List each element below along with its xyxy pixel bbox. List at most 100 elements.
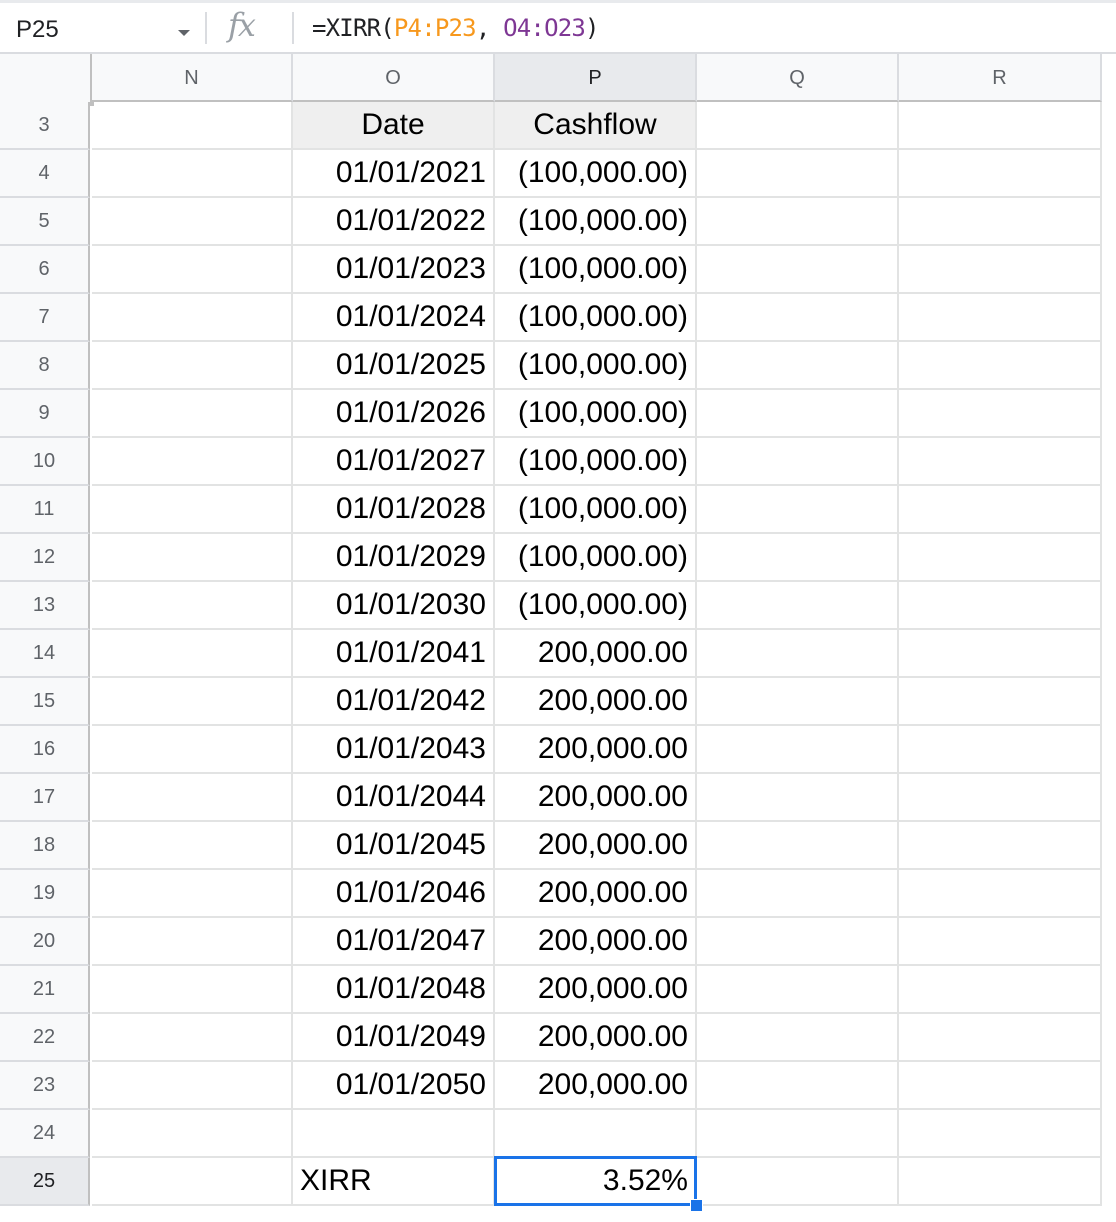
- empty-cell[interactable]: [92, 630, 293, 678]
- row-header[interactable]: 15: [0, 678, 90, 726]
- row-header[interactable]: 7: [0, 294, 90, 342]
- empty-cell[interactable]: [899, 966, 1102, 1014]
- date-cell[interactable]: 01/01/2024: [293, 294, 495, 342]
- cashflow-cell[interactable]: (100,000.00): [495, 198, 697, 246]
- date-cell[interactable]: 01/01/2030: [293, 582, 495, 630]
- empty-cell[interactable]: [92, 294, 293, 342]
- empty-cell[interactable]: [92, 198, 293, 246]
- cashflow-cell[interactable]: (100,000.00): [495, 150, 697, 198]
- formula-input[interactable]: =XIRR(P4:P23, O4:O23): [312, 14, 599, 42]
- row-header[interactable]: 13: [0, 582, 90, 630]
- cashflow-cell[interactable]: (100,000.00): [495, 534, 697, 582]
- date-cell[interactable]: 01/01/2041: [293, 630, 495, 678]
- empty-cell[interactable]: [899, 198, 1102, 246]
- date-cell[interactable]: 01/01/2043: [293, 726, 495, 774]
- empty-cell[interactable]: [899, 918, 1102, 966]
- empty-cell[interactable]: [697, 246, 899, 294]
- empty-cell[interactable]: [92, 774, 293, 822]
- empty-cell[interactable]: [899, 582, 1102, 630]
- empty-cell[interactable]: [899, 150, 1102, 198]
- column-header-o[interactable]: O: [293, 54, 495, 102]
- date-cell[interactable]: 01/01/2027: [293, 438, 495, 486]
- cashflow-cell[interactable]: 200,000.00: [495, 774, 697, 822]
- row-header[interactable]: 20: [0, 918, 90, 966]
- cashflow-cell[interactable]: 200,000.00: [495, 726, 697, 774]
- empty-cell[interactable]: [899, 390, 1102, 438]
- cashflow-cell[interactable]: 200,000.00: [495, 678, 697, 726]
- row-header[interactable]: 22: [0, 1014, 90, 1062]
- empty-cell[interactable]: [92, 870, 293, 918]
- empty-cell[interactable]: [697, 918, 899, 966]
- row-header[interactable]: 19: [0, 870, 90, 918]
- empty-cell[interactable]: [899, 630, 1102, 678]
- empty-cell[interactable]: [92, 582, 293, 630]
- empty-cell[interactable]: [697, 678, 899, 726]
- empty-cell[interactable]: [899, 1014, 1102, 1062]
- empty-cell[interactable]: [899, 438, 1102, 486]
- cashflow-cell[interactable]: (100,000.00): [495, 246, 697, 294]
- empty-cell[interactable]: [697, 870, 899, 918]
- fill-handle[interactable]: [690, 1199, 703, 1212]
- row-header[interactable]: 17: [0, 774, 90, 822]
- empty-cell[interactable]: [899, 486, 1102, 534]
- row-header[interactable]: 11: [0, 486, 90, 534]
- cashflow-cell[interactable]: 200,000.00: [495, 822, 697, 870]
- column-header-n[interactable]: N: [92, 54, 293, 102]
- cashflow-cell[interactable]: (100,000.00): [495, 582, 697, 630]
- empty-cell[interactable]: [697, 1158, 899, 1206]
- row-header[interactable]: 23: [0, 1062, 90, 1110]
- empty-cell[interactable]: [92, 726, 293, 774]
- column-header-r[interactable]: R: [899, 54, 1102, 102]
- date-cell[interactable]: XIRR: [293, 1158, 495, 1206]
- cashflow-cell[interactable]: (100,000.00): [495, 342, 697, 390]
- empty-cell[interactable]: [92, 1014, 293, 1062]
- cashflow-cell[interactable]: (100,000.00): [495, 486, 697, 534]
- empty-cell[interactable]: [697, 534, 899, 582]
- empty-cell[interactable]: [697, 774, 899, 822]
- empty-cell[interactable]: [92, 246, 293, 294]
- chevron-down-icon[interactable]: [178, 30, 190, 36]
- cashflow-cell[interactable]: 200,000.00: [495, 630, 697, 678]
- empty-cell[interactable]: [92, 1158, 293, 1206]
- date-cell[interactable]: 01/01/2046: [293, 870, 495, 918]
- date-cell[interactable]: 01/01/2021: [293, 150, 495, 198]
- header-cell-cashflow[interactable]: Cashflow: [495, 102, 697, 150]
- row-header[interactable]: 5: [0, 198, 90, 246]
- empty-cell[interactable]: [697, 1014, 899, 1062]
- select-all-corner[interactable]: [0, 54, 94, 106]
- empty-cell[interactable]: [92, 678, 293, 726]
- date-cell[interactable]: 01/01/2044: [293, 774, 495, 822]
- cashflow-cell[interactable]: (100,000.00): [495, 294, 697, 342]
- row-header[interactable]: 14: [0, 630, 90, 678]
- cashflow-cell[interactable]: (100,000.00): [495, 438, 697, 486]
- row-header[interactable]: 16: [0, 726, 90, 774]
- cashflow-cell[interactable]: 200,000.00: [495, 918, 697, 966]
- empty-cell[interactable]: [92, 822, 293, 870]
- empty-cell[interactable]: [697, 294, 899, 342]
- empty-cell[interactable]: [697, 150, 899, 198]
- xirr-result-cell[interactable]: 3.52%: [495, 1158, 697, 1206]
- date-cell[interactable]: 01/01/2042: [293, 678, 495, 726]
- empty-cell[interactable]: [92, 150, 293, 198]
- date-cell[interactable]: 01/01/2029: [293, 534, 495, 582]
- column-header-p[interactable]: P: [495, 54, 697, 102]
- empty-cell[interactable]: [899, 294, 1102, 342]
- column-header-q[interactable]: Q: [697, 54, 899, 102]
- empty-cell[interactable]: [899, 1062, 1102, 1110]
- cashflow-cell[interactable]: (100,000.00): [495, 390, 697, 438]
- empty-cell[interactable]: [92, 534, 293, 582]
- name-box[interactable]: P25: [0, 4, 200, 52]
- cashflow-cell[interactable]: 200,000.00: [495, 966, 697, 1014]
- empty-cell[interactable]: [899, 822, 1102, 870]
- date-cell[interactable]: 01/01/2026: [293, 390, 495, 438]
- row-header[interactable]: 9: [0, 390, 90, 438]
- empty-cell[interactable]: [92, 438, 293, 486]
- empty-cell[interactable]: [697, 390, 899, 438]
- empty-cell[interactable]: [899, 726, 1102, 774]
- row-header[interactable]: 21: [0, 966, 90, 1014]
- empty-cell[interactable]: [899, 534, 1102, 582]
- empty-cell[interactable]: [697, 438, 899, 486]
- header-cell-date[interactable]: Date: [293, 102, 495, 150]
- date-cell[interactable]: 01/01/2022: [293, 198, 495, 246]
